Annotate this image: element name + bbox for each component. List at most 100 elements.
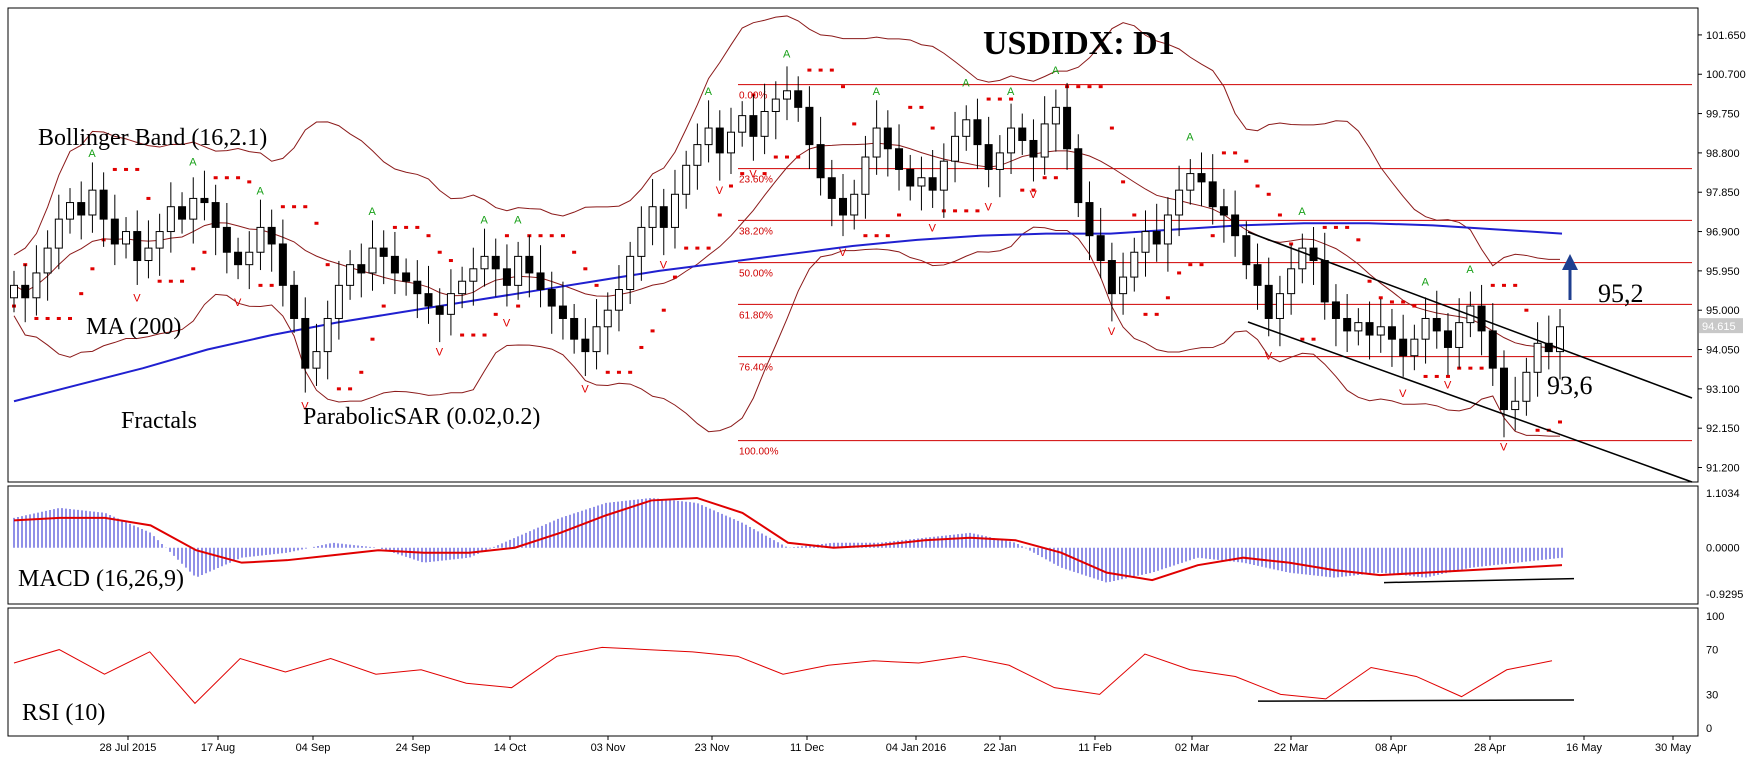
- date-tick-label-16: 30 May: [1655, 742, 1692, 754]
- candle-body-48: [547, 289, 556, 307]
- candle-body-0: [10, 284, 18, 299]
- sar-dot-105: [1188, 263, 1193, 267]
- sar-dot-65: [740, 172, 745, 176]
- candle-body-10: [122, 231, 131, 245]
- sar-dot-106: [1199, 263, 1204, 267]
- candle-body-15: [178, 206, 187, 220]
- candle-body-44: [502, 268, 511, 286]
- sar-dot-38: [437, 250, 442, 254]
- candle-body-129: [1455, 322, 1464, 348]
- rsi-tick-label-3: 0: [1706, 723, 1712, 735]
- fractal-down-98: V: [1108, 326, 1116, 338]
- sar-dot-15: [180, 279, 185, 283]
- sar-dot-71: [807, 68, 812, 72]
- sar-dot-126: [1423, 374, 1428, 378]
- rsi-indicator: 100 70 30 0: [13, 611, 1724, 735]
- trend-channel: [1247, 231, 1693, 483]
- fractals: A V A V A V A V A V A V V A V V A V A V A V A V A V A V A V A V A V: [88, 49, 1508, 454]
- sar-dot-130: [1468, 366, 1473, 370]
- sar-dot-117: [1322, 225, 1327, 229]
- price-tick-label-3: 98.800: [1706, 148, 1740, 160]
- sar-dot-27: [314, 221, 319, 225]
- sar-dot-104: [1177, 271, 1182, 275]
- sar-dot-103: [1165, 296, 1170, 300]
- candle-body-33: [379, 247, 388, 257]
- candle-body-77: [872, 127, 881, 158]
- macd-tick-label-0: 1.1034: [1706, 488, 1740, 500]
- candle-body-32: [368, 247, 377, 274]
- sar-dot-112: [1266, 192, 1271, 196]
- fractal-down-74: V: [839, 247, 847, 259]
- candle-body-18: [211, 202, 220, 228]
- ma200-polyline: [13, 222, 1563, 403]
- sar-dot-72: [818, 68, 823, 72]
- rsi-label: RSI (10): [22, 700, 105, 726]
- sar-dot-95: [1076, 85, 1081, 89]
- candle-body-1: [21, 284, 30, 299]
- fractal-up-22: A: [256, 185, 264, 197]
- rsi-tick-label-0: 100: [1706, 611, 1724, 623]
- fractal-down-128: V: [1444, 380, 1452, 392]
- sar-dot-128: [1445, 374, 1450, 378]
- candle-body-67: [760, 110, 769, 137]
- sar-dot-23: [269, 283, 274, 287]
- candle-body-42: [480, 255, 489, 270]
- candle-body-133: [1499, 367, 1508, 411]
- sar-dot-20: [236, 176, 241, 180]
- sar-dot-4: [56, 316, 61, 320]
- fractal-up-105: A: [1186, 131, 1194, 143]
- sar-dot-64: [728, 184, 733, 188]
- price-tick-label-11: 91.200: [1706, 463, 1740, 475]
- candle-body-35: [402, 272, 411, 282]
- price-tick-label-4: 97.850: [1706, 187, 1740, 199]
- fractal-up-69: A: [783, 49, 791, 61]
- sar-dot-5: [68, 316, 73, 320]
- candle-body-73: [827, 177, 836, 199]
- sar-dot-120: [1356, 238, 1361, 242]
- candle-body-93: [1051, 106, 1060, 125]
- sar-dot-7: [90, 267, 95, 271]
- candle-body-87: [984, 144, 993, 170]
- sar-dot-41: [471, 333, 476, 337]
- candle-body-64: [726, 131, 735, 154]
- sar-dot-84: [953, 209, 958, 213]
- sar-dot-62: [706, 246, 711, 250]
- candle-body-128: [1443, 330, 1452, 348]
- price-tick-label-0: 101.650: [1706, 30, 1746, 42]
- sar-dot-30: [348, 387, 353, 391]
- price-tick-label-8: 94.050: [1706, 345, 1740, 357]
- support-annotation: 93,6: [1547, 371, 1593, 400]
- candle-body-5: [66, 202, 75, 220]
- candle-body-16: [189, 197, 198, 220]
- candle-body-68: [771, 98, 780, 112]
- candle-body-103: [1163, 214, 1172, 245]
- candle-body-106: [1197, 173, 1206, 183]
- candle-body-40: [458, 280, 467, 295]
- candle-body-62: [704, 127, 713, 146]
- candle-body-23: [267, 226, 276, 245]
- fib-label-2: 38.20%: [739, 226, 773, 237]
- sar-dot-115: [1300, 337, 1305, 341]
- price-tick-label-10: 92.150: [1706, 423, 1740, 435]
- candle-body-58: [659, 206, 668, 228]
- candle-body-36: [413, 280, 422, 295]
- date-tick-label-9: 22 Jan: [983, 742, 1016, 754]
- candle-body-92: [1040, 123, 1049, 158]
- macd-support-line: [1383, 577, 1575, 584]
- candle-body-55: [626, 255, 635, 291]
- sar-dot-123: [1389, 300, 1394, 304]
- fractals-label: Fractals: [121, 408, 197, 434]
- sar-dot-93: [1053, 176, 1058, 180]
- candle-body-7: [88, 189, 97, 216]
- sar-dot-29: [336, 387, 341, 391]
- sar-dot-136: [1535, 428, 1540, 432]
- sar-dot-19: [224, 176, 229, 180]
- date-tick-label-13: 08 Apr: [1375, 742, 1407, 754]
- candle-body-57: [648, 206, 657, 228]
- candle-body-82: [928, 177, 937, 191]
- fractal-up-42: A: [481, 214, 489, 226]
- candle-body-90: [1018, 127, 1027, 141]
- macd-tick-label-2: -0.9295: [1706, 589, 1743, 601]
- date-tick-label-7: 11 Dec: [790, 742, 825, 754]
- ma200-line: [13, 222, 1563, 403]
